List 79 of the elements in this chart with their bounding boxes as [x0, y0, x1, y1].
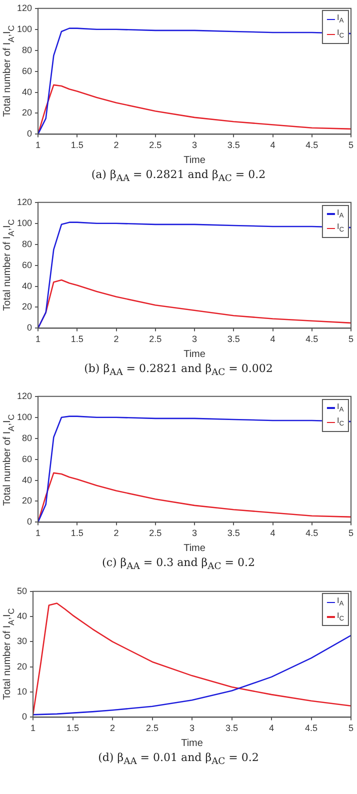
y-tick-label: 0: [27, 517, 32, 528]
x-tick-label: 4.5: [306, 528, 318, 538]
x-axis-title: Time: [181, 737, 204, 748]
y-tick-label: 0: [27, 128, 32, 139]
x-tick-label: 2.5: [149, 140, 162, 150]
y-tick-label: 10: [16, 686, 28, 696]
y-tick-label: 60: [22, 260, 32, 270]
x-tick-label: 4.5: [304, 722, 318, 733]
x-tick-label: 2: [110, 722, 116, 733]
legend-label: I$_{A}$: [336, 594, 344, 610]
y-tick-label: 40: [22, 475, 32, 486]
x-tick-label: 3: [192, 140, 198, 150]
x-tick-label: 4: [270, 140, 276, 150]
x-tick-label: 1.5: [66, 722, 80, 733]
legend-label: I$_{A}$: [336, 400, 344, 416]
x-tick-label: 5: [348, 528, 354, 538]
y-tick-label: 60: [22, 454, 32, 464]
x-tick-label: 4: [270, 528, 276, 538]
y-tick-label: 0: [27, 322, 32, 333]
y-tick-label: 60: [22, 66, 32, 76]
x-tick-label: 1.5: [70, 334, 84, 344]
y-tick-label: 120: [16, 391, 32, 402]
y-tick-label: 120: [16, 2, 32, 13]
x-axis-title: Time: [184, 543, 206, 554]
y-tick-label: 80: [22, 44, 32, 55]
y-tick-label: 20: [16, 660, 28, 671]
legend-label: I$_{C}$: [336, 221, 344, 236]
y-tick-label: 20: [22, 108, 32, 118]
y-tick-label: 20: [22, 302, 32, 312]
x-tick-label: 3: [190, 722, 195, 733]
x-tick-label: 4: [268, 722, 274, 733]
x-tick-label: 1: [30, 722, 36, 733]
text: (b) β$_{AA}$ = 0.2821 and β$_{AC}$ = 0.002: [83, 361, 274, 380]
x-tick-label: 3.5: [227, 528, 240, 538]
x-tick-label: 5: [348, 334, 354, 344]
x-tick-label: 3: [192, 528, 198, 538]
x-tick-label: 2: [114, 140, 119, 150]
y-tick-label: 80: [22, 433, 32, 444]
y-tick-label: 80: [22, 239, 32, 250]
x-tick-label: 1: [36, 528, 41, 538]
y-tick-label: 40: [22, 86, 32, 97]
x-tick-label: 4: [270, 334, 276, 344]
legend-label: I$_{C}$: [336, 415, 344, 430]
x-tick-label: 3.5: [225, 722, 238, 733]
legend-label: I$_{A}$: [336, 12, 344, 27]
y-tick-label: 0: [22, 711, 28, 722]
y-tick-label: 50: [16, 585, 28, 596]
x-axis-title: Time: [184, 154, 206, 166]
x-tick-label: 3.5: [227, 334, 240, 344]
y-tick-label: 40: [16, 610, 28, 621]
y-tick-label: 100: [16, 218, 32, 228]
legend-label: I$_{C}$: [336, 610, 344, 624]
text: (c) β$_{AA}$ = 0.3 and β$_{AC}$ = 0.2: [101, 555, 256, 575]
legend-label: I$_{A}$: [336, 206, 344, 222]
x-tick-label: 2.5: [149, 528, 162, 538]
x-tick-label: 2.5: [146, 722, 159, 733]
x-tick-label: 4.5: [306, 140, 318, 150]
y-tick-label: 40: [22, 280, 32, 291]
text: (a) β$_{AA}$ = 0.2821 and β$_{AC}$ = 0.2: [90, 167, 267, 186]
x-tick-label: 3.5: [227, 140, 240, 150]
x-tick-label: 1.5: [70, 528, 84, 538]
x-tick-label: 3: [192, 334, 198, 344]
x-tick-label: 1.5: [70, 140, 84, 150]
y-tick-label: 100: [16, 412, 32, 422]
y-tick-label: 20: [22, 496, 32, 506]
x-tick-label: 5: [348, 722, 354, 733]
y-tick-label: 100: [16, 24, 32, 34]
x-tick-label: 4.5: [306, 334, 318, 344]
x-tick-label: 2: [114, 528, 119, 538]
y-tick-label: 30: [16, 636, 28, 646]
legend-label: I$_{C}$: [336, 26, 344, 42]
x-tick-label: 2.5: [149, 334, 162, 344]
x-tick-label: 2: [114, 334, 119, 344]
x-tick-label: 1: [36, 140, 41, 150]
text: (d) β$_{AA}$ = 0.01 and β$_{AC}$ = 0.2: [97, 750, 260, 769]
x-tick-label: 1: [36, 334, 41, 344]
x-tick-label: 5: [348, 140, 354, 150]
y-tick-label: 120: [16, 197, 32, 208]
x-axis-title: Time: [184, 348, 206, 360]
